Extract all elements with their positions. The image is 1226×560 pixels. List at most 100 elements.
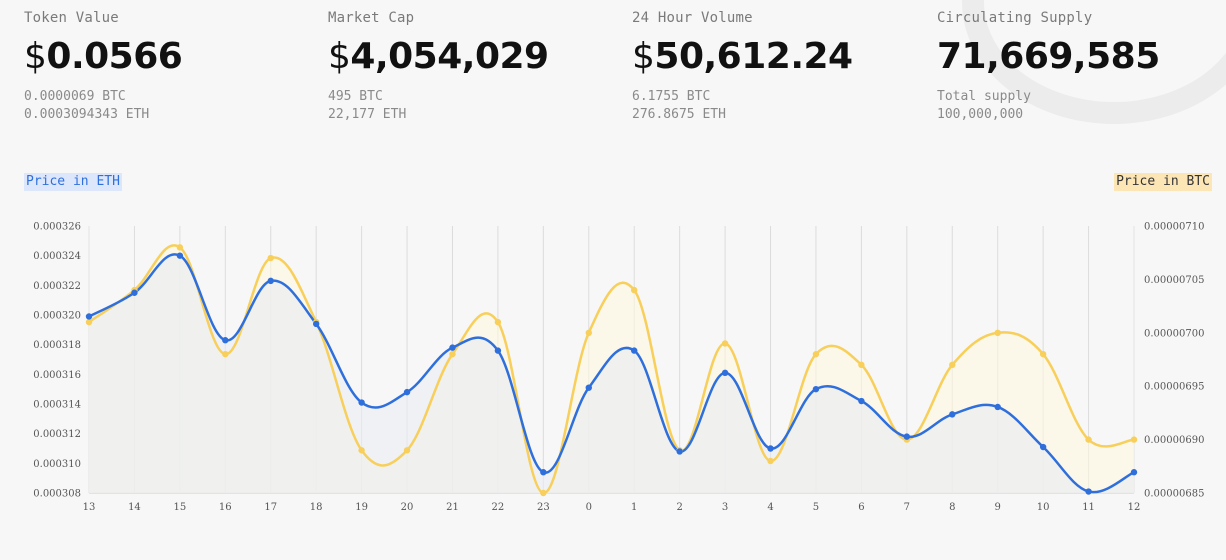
y-right-tick-label: 0.00000690 [1144,435,1204,446]
eth-point [222,337,229,344]
eth-point [176,252,184,259]
y-left-tick-label: 0.000318 [33,340,81,351]
y-right-tick-label: 0.00000685 [1144,489,1204,500]
stats-bar: Token Value $0.0566 0.0000069 BTC 0.0003… [0,0,1226,130]
x-tick-label: 21 [446,502,459,513]
eth-point [312,320,320,328]
x-tick-label: 7 [904,502,910,513]
x-tick-label: 2 [676,502,682,513]
x-tick-label: 13 [83,502,96,513]
x-tick-label: 6 [858,502,864,513]
x-tick-label: 10 [1037,502,1050,513]
y-left-tick-label: 0.000312 [33,429,81,440]
stat-sub-eth: 0.0003094343 ETH [24,107,150,122]
x-tick-label: 19 [355,502,368,513]
x-tick-label: 14 [128,502,141,513]
x-tick-label: 23 [537,502,550,513]
eth-point [903,433,911,440]
stat-value: 71,669,585 [937,35,1226,79]
stat-label: Market Cap [328,10,415,26]
stat-number: 0.0566 [46,36,183,77]
eth-line [88,253,1135,494]
stat-label: Circulating Supply [937,10,1093,26]
y-right-tick-label: 0.00000695 [1144,382,1204,393]
btc-point [949,361,956,369]
btc-point [1085,436,1092,443]
x-tick-label: 12 [1128,502,1141,513]
x-tick-label: 16 [219,502,232,513]
price-chart: 0.000308 0.000310 0.000312 0.000314 0.000316… [33,222,1204,514]
currency-symbol: $ [328,36,351,77]
btc-point [1039,350,1047,358]
y-right-tick-label: 0.00000700 [1144,328,1204,339]
y-left-tick-label: 0.000324 [33,251,81,262]
stat-sub-btc: 495 BTC [328,89,383,104]
btc-point [403,447,411,454]
btc-point [222,350,229,358]
eth-point [949,411,956,418]
stat-sub-eth: 276.8675 ETH [632,107,726,122]
eth-point [767,445,774,452]
stat-value: $4,054,029 [328,35,618,79]
y-left-tick-label: 0.000320 [33,311,81,322]
x-tick-label: 1 [631,502,637,513]
btc-point [631,286,638,294]
x-tick-label: 8 [949,502,955,513]
x-tick-label: 17 [264,502,277,513]
stat-number: 71,669,585 [937,36,1160,77]
eth-point [449,344,456,351]
eth-point [721,369,729,377]
stat-sub-btc: 6.1755 BTC [632,89,711,104]
x-tick-label: 20 [401,502,414,513]
btc-point [176,244,184,251]
eth-point [1085,488,1092,495]
eth-point [858,397,865,405]
stat-circulating-supply: Circulating Supply 71,669,585 Total supp… [937,8,1226,124]
currency-symbol: $ [24,36,47,77]
btc-point [812,350,820,358]
eth-point [494,347,502,354]
y-right-tick-label: 0.00000705 [1144,275,1204,286]
stat-value: $0.0566 [24,35,314,79]
btc-point [358,447,365,454]
eth-point [812,385,820,393]
eth-point [85,313,93,320]
stat-number: 50,612.24 [654,36,853,77]
eth-axis-legend: Price in ETH [24,173,122,191]
btc-point [585,329,592,336]
btc-point [267,254,274,262]
x-tick-label: 5 [813,502,819,513]
eth-point [358,399,365,406]
btc-point [721,340,729,347]
stat-value: $50,612.24 [632,35,922,79]
y-left-tick-label: 0.000316 [33,370,81,381]
x-tick-label: 15 [174,502,187,513]
eth-point [403,388,411,396]
x-tick-label: 18 [310,502,323,513]
stat-number: 4,054,029 [350,36,549,77]
x-tick-label: 0 [586,502,592,513]
stat-label: 24 Hour Volume [632,10,753,26]
btc-point [1130,436,1138,443]
eth-point [1130,469,1138,476]
stat-24h-volume: 24 Hour Volume $50,612.24 6.1755 BTC 276… [632,8,922,124]
x-tick-label: 11 [1082,502,1095,513]
stat-sub-total-value: 100,000,000 [937,107,1024,122]
eth-point [631,347,638,354]
eth-point [131,289,138,296]
y-left-tick-label: 0.000314 [33,400,81,411]
stat-token-value: Token Value $0.0566 0.0000069 BTC 0.0003… [24,8,314,124]
stat-sub-total-label: Total supply [937,89,1031,104]
btc-point [858,361,865,369]
eth-point [267,277,274,285]
eth-point [676,448,683,455]
btc-point [767,457,774,465]
eth-area [89,254,1134,493]
stat-sub-eth: 22,177 ETH [328,107,407,122]
y-left-tick-label: 0.000310 [33,459,81,470]
btc-point [540,489,547,497]
x-tick-label: 22 [492,502,505,513]
y-left-tick-label: 0.000326 [33,222,81,233]
eth-point [1039,443,1047,451]
eth-point [540,469,547,476]
